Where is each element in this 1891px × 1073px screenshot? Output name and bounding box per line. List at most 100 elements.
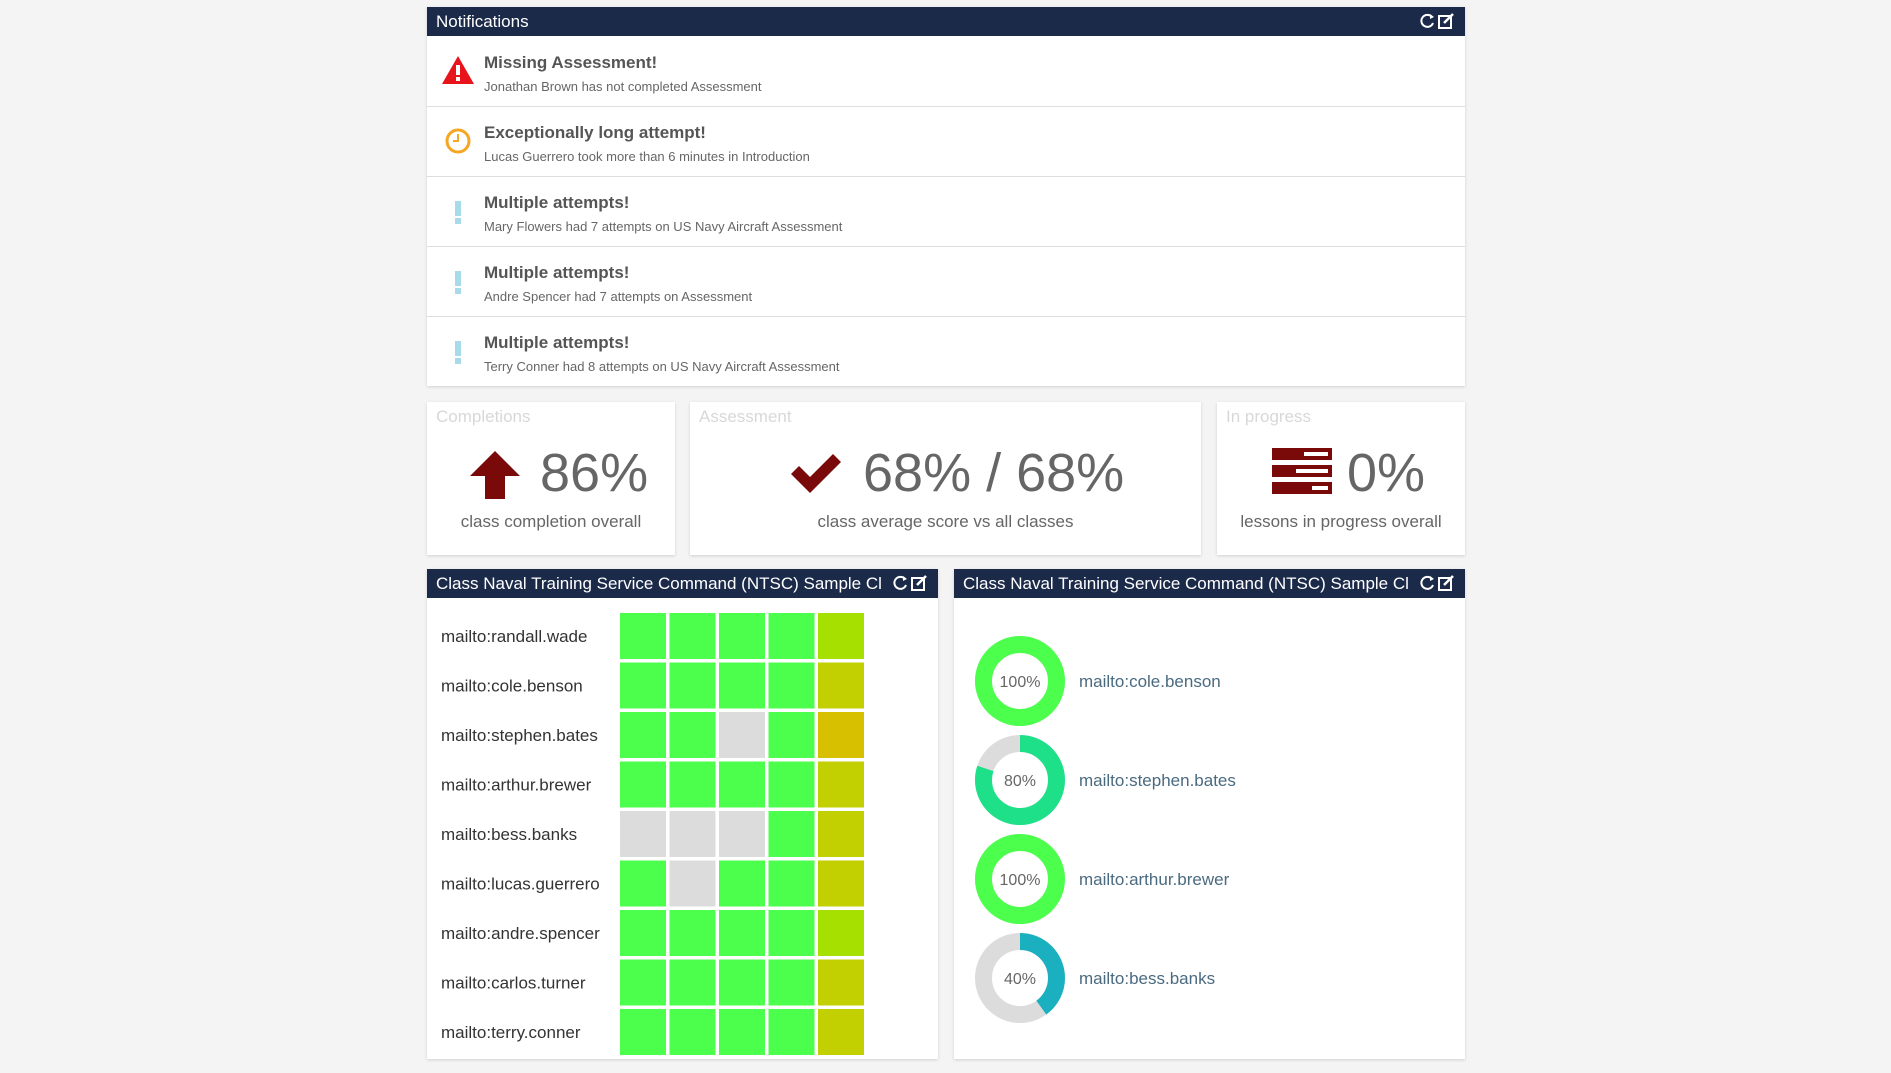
panel-title: Class Naval Training Service Command (NT…: [436, 574, 882, 593]
exclamation-icon: [455, 201, 461, 224]
cell: [768, 613, 815, 659]
notification-title: Multiple attempts!: [484, 263, 630, 282]
cell: [669, 860, 716, 907]
cell: [719, 959, 765, 1006]
cell: [719, 910, 765, 956]
donut-label: 40%: [1004, 971, 1036, 988]
row-name: mailto:cole.benson: [441, 677, 583, 696]
row-name: mailto:terry.conner: [441, 1023, 581, 1042]
panel-header: Class Naval Training Service Command (NT…: [954, 569, 1465, 598]
stat-value: 0%: [1347, 443, 1426, 503]
header-icons[interactable]: [1417, 574, 1457, 593]
header-icons[interactable]: [1417, 12, 1457, 31]
cell: [719, 662, 765, 709]
row-name: mailto:carlos.turner: [441, 974, 586, 993]
stat-card: In progress 0% lessons in progress overa…: [1217, 402, 1465, 555]
donut-name: mailto:stephen.bates: [1079, 771, 1236, 790]
row-name: mailto:andre.spencer: [441, 924, 600, 943]
donut-name: mailto:bess.banks: [1079, 969, 1215, 988]
notification: Multiple attempts! Mary Flowers had 7 at…: [427, 176, 1465, 247]
cell: [669, 910, 716, 956]
cell: [669, 662, 716, 709]
cell: [768, 1009, 815, 1055]
exclamation-icon: [455, 271, 461, 294]
cell: [818, 959, 864, 1006]
notification: Multiple attempts! Andre Spencer had 7 a…: [427, 246, 1465, 317]
cell: [669, 811, 716, 857]
notifications-panel: Notifications Missing Assessment! Jonath…: [427, 7, 1465, 386]
cell: [669, 712, 716, 758]
row-name: mailto:randall.wade: [441, 627, 587, 646]
stat-card: Completions 86% class completion overall: [427, 402, 675, 555]
arrow-up-icon: [470, 451, 520, 499]
cell: [669, 761, 716, 808]
stat-value: 68% / 68%: [863, 443, 1125, 503]
donut-panel: Class Naval Training Service Command (NT…: [954, 569, 1465, 1059]
stat-caption: lessons in progress overall: [1240, 512, 1442, 531]
cell: [768, 959, 815, 1006]
cell: [620, 811, 666, 857]
notification-text: Mary Flowers had 7 attempts on US Navy A…: [484, 219, 843, 234]
cell: [620, 761, 666, 808]
tasks-icon: [1272, 448, 1332, 494]
cell: [719, 761, 765, 808]
donut-arc: [975, 933, 1065, 1023]
heatmap: mailto:randall.wade mailto:cole.benson mai…: [441, 613, 864, 1055]
cell: [669, 959, 716, 1006]
cell: [768, 761, 815, 808]
row-name: mailto:arthur.brewer: [441, 776, 592, 795]
cell: [818, 613, 864, 659]
notification-title: Multiple attempts!: [484, 333, 630, 352]
stat-label: In progress: [1226, 407, 1312, 426]
notification-text: Andre Spencer had 7 attempts on Assessme…: [484, 289, 753, 304]
cell: [768, 811, 815, 857]
cell: [620, 860, 666, 907]
donut-name: mailto:cole.benson: [1079, 672, 1221, 691]
header-icons[interactable]: [890, 574, 930, 593]
exclamation-icon: [455, 341, 461, 364]
stat-value: 86%: [540, 443, 649, 503]
row-name: mailto:bess.banks: [441, 825, 577, 844]
check-icon: [791, 454, 841, 493]
donut-arc: [975, 735, 1065, 825]
cell: [768, 910, 815, 956]
panel-title: Class Naval Training Service Command (NT…: [963, 574, 1409, 593]
cell: [818, 761, 864, 808]
notification-title: Exceptionally long attempt!: [484, 123, 706, 142]
cell: [768, 662, 815, 709]
cell: [768, 860, 815, 907]
donut-label: 100%: [1000, 674, 1041, 691]
notification: Exceptionally long attempt! Lucas Guerre…: [427, 106, 1465, 177]
stat-label: Completions: [436, 407, 531, 426]
grid-panel: Class Naval Training Service Command (NT…: [427, 569, 938, 1059]
panel-title: Notifications: [436, 12, 529, 31]
cell: [620, 959, 666, 1006]
cell: [768, 712, 815, 758]
cell: [719, 1009, 765, 1055]
cell: [719, 613, 765, 659]
donut-label: 80%: [1004, 773, 1036, 790]
cell: [818, 811, 864, 857]
donut-name: mailto:arthur.brewer: [1079, 870, 1230, 889]
notification-text: Jonathan Brown has not completed Assessm…: [484, 79, 762, 94]
panel-header: Class Naval Training Service Command (NT…: [427, 569, 938, 598]
stat-label: Assessment: [699, 407, 792, 426]
cell: [620, 712, 666, 758]
warning-icon: [442, 56, 474, 84]
donut-arc: [975, 636, 1065, 726]
cell: [620, 1009, 666, 1055]
row-name: mailto:stephen.bates: [441, 726, 598, 745]
notification: Missing Assessment! Jonathan Brown has n…: [427, 36, 1465, 107]
donut-arc: [975, 834, 1065, 924]
row-name: mailto:lucas.guerrero: [441, 875, 600, 894]
cell: [620, 662, 666, 709]
notification: Multiple attempts! Terry Conner had 8 at…: [427, 316, 1465, 386]
stat-caption: class average score vs all classes: [817, 512, 1074, 531]
cell: [818, 662, 864, 709]
notification-title: Multiple attempts!: [484, 193, 630, 212]
cell: [620, 910, 666, 956]
cell: [669, 613, 716, 659]
notification-title: Missing Assessment!: [484, 53, 658, 72]
cell: [620, 613, 666, 659]
